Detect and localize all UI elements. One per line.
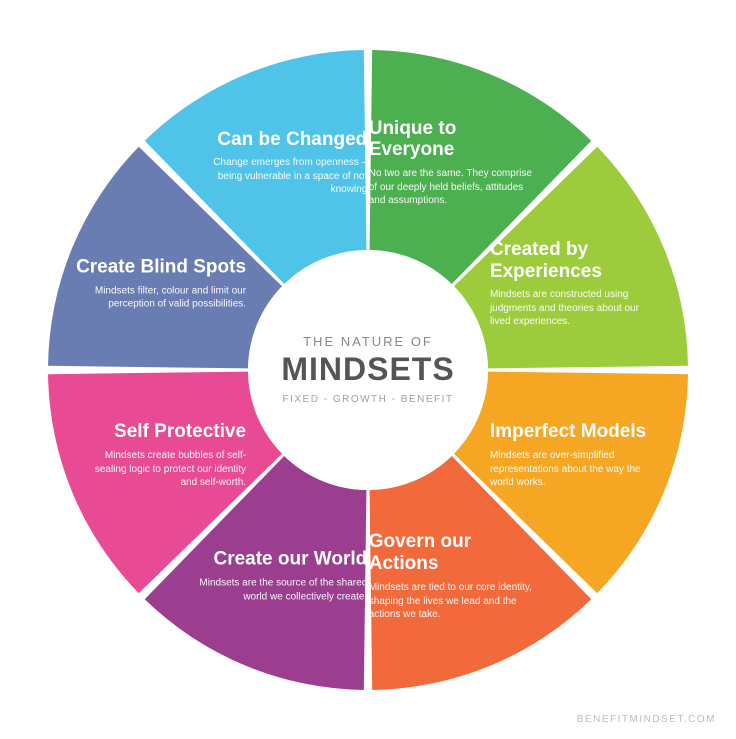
- segment-title: Create our World: [197, 549, 367, 571]
- segment-title: Can be Changed: [197, 128, 367, 150]
- center-pre: THE NATURE OF: [303, 334, 433, 349]
- segment-title: Govern our Actions: [369, 531, 539, 575]
- segment-desc: Mindsets filter, colour and limit our pe…: [76, 284, 246, 311]
- center-sub: FIXED - GROWTH - BENEFIT: [283, 394, 454, 405]
- footer-credit: BENEFITMINDSET.COM: [577, 714, 716, 725]
- segment-label-4: Create our World Mindsets are the source …: [197, 549, 367, 604]
- segment-label-2: Imperfect Models Mindsets are over-simpli…: [490, 421, 660, 489]
- wheel-chart: THE NATURE OF MINDSETS FIXED - GROWTH - …: [48, 50, 688, 690]
- segment-desc: Mindsets are tied to our core identity, …: [369, 581, 539, 622]
- segment-label-0: Unique to Everyone No two are the same. T…: [369, 117, 539, 207]
- segment-desc: Mindsets create bubbles of self-sealing …: [76, 449, 246, 490]
- segment-label-6: Create Blind Spots Mindsets filter, colou…: [76, 256, 246, 311]
- segment-desc: Mindsets are over-simplified representat…: [490, 449, 660, 490]
- segment-label-1: Created by Experiences Mindsets are const…: [490, 239, 660, 329]
- segment-title: Create Blind Spots: [76, 256, 246, 278]
- segment-label-7: Can be Changed Change emerges from openne…: [197, 128, 367, 196]
- segment-title: Unique to Everyone: [369, 117, 539, 161]
- center-main: MINDSETS: [281, 351, 454, 388]
- segment-label-5: Self Protective Mindsets create bubbles o…: [76, 421, 246, 489]
- segment-title: Self Protective: [76, 421, 246, 443]
- segment-title: Imperfect Models: [490, 421, 660, 443]
- segment-desc: No two are the same. They comprise of ou…: [369, 167, 539, 208]
- segment-title: Created by Experiences: [490, 239, 660, 283]
- segment-label-3: Govern our Actions Mindsets are tied to o…: [369, 531, 539, 621]
- segment-desc: Mindsets are the source of the shared wo…: [197, 577, 367, 604]
- segment-desc: Mindsets are constructed using judgments…: [490, 288, 660, 329]
- segment-desc: Change emerges from openness – being vul…: [197, 156, 367, 197]
- center-circle: THE NATURE OF MINDSETS FIXED - GROWTH - …: [248, 250, 488, 490]
